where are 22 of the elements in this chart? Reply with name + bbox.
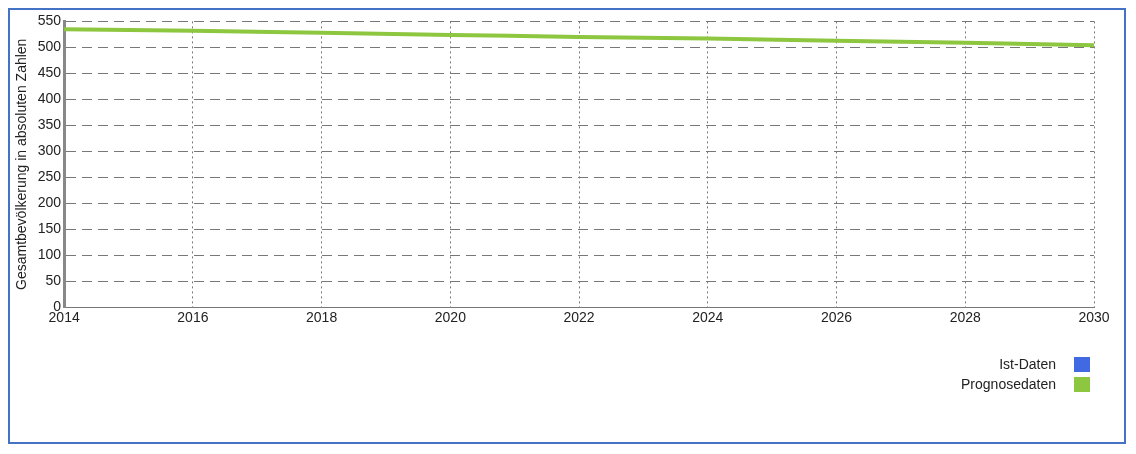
y-tick-label: 100: [37, 246, 62, 263]
x-tick-label: 2016: [177, 309, 209, 326]
x-tick-label: 2026: [820, 309, 853, 326]
x-tick-label: 2028: [949, 309, 982, 326]
x-tick-label: 2030: [1078, 309, 1110, 326]
x-tick-label: 2024: [692, 309, 724, 326]
y-tick-label: 300: [37, 142, 62, 159]
x-tick-label: 2018: [306, 309, 338, 326]
y-axis-title: Gesamtbevölkerung in absoluten Zahlen: [13, 38, 30, 290]
y-tick-label: 250: [37, 168, 62, 185]
y-tick-label: 350: [37, 116, 62, 133]
x-tick-label: 2020: [434, 309, 467, 326]
legend-label: Prognosedaten: [961, 376, 1056, 392]
y-tick-label: 500: [37, 38, 62, 55]
x-tick-label: 2022: [563, 309, 595, 326]
y-tick-label: 200: [37, 194, 62, 211]
y-tick-label: 400: [37, 90, 62, 107]
y-tick-label: 450: [37, 64, 62, 81]
y-tick-label: 550: [37, 12, 62, 29]
legend-label: Ist-Daten: [999, 356, 1056, 372]
y-tick-label: 150: [37, 220, 62, 237]
y-tick-label: 50: [45, 272, 62, 289]
